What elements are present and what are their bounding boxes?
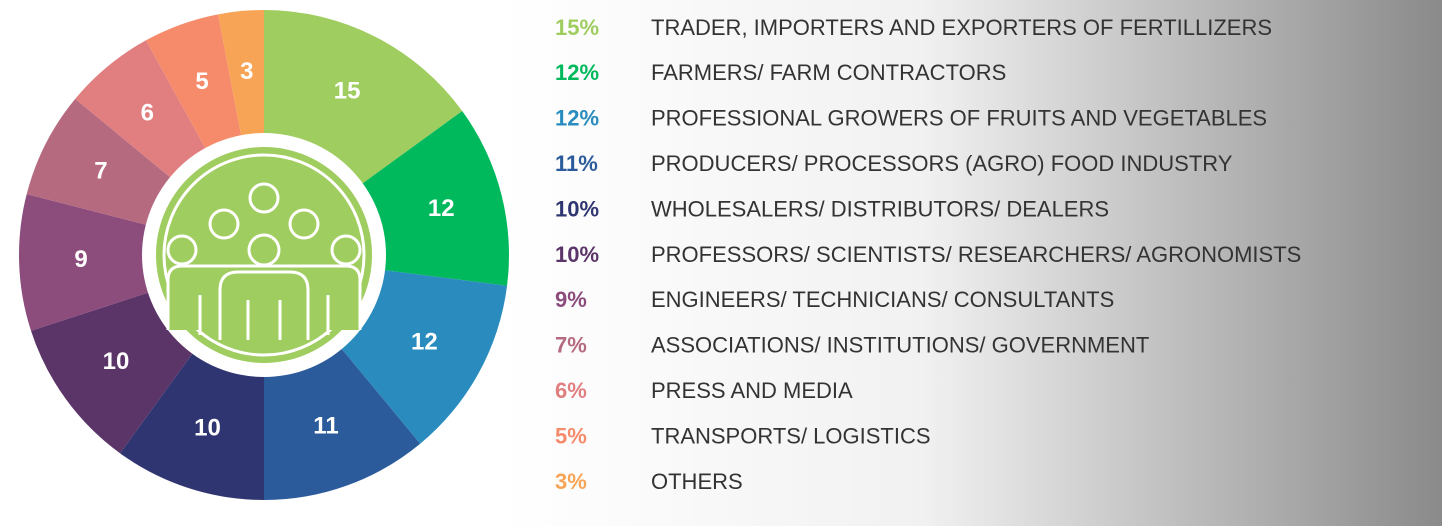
center-icon xyxy=(142,133,386,377)
slice-label: 12 xyxy=(411,329,438,356)
legend-percent: 10% xyxy=(555,196,599,221)
legend-percent: 7% xyxy=(555,333,587,358)
legend-label: FARMERS/ FARM CONTRACTORS xyxy=(651,60,1006,85)
legend-percent: 15% xyxy=(555,15,599,40)
legend-label: WHOLESALERS/ DISTRIBUTORS/ DEALERS xyxy=(651,196,1109,221)
slice-label: 9 xyxy=(74,246,87,273)
page: 15 12 12 11 10 10 9 7 6 5 3 15% TRADER, IMPORTERS A… xyxy=(0,0,1442,526)
slice-label: 6 xyxy=(141,99,154,126)
slice-label: 11 xyxy=(313,413,338,440)
legend-label: PRESS AND MEDIA xyxy=(651,378,853,403)
slice-label: 15 xyxy=(334,77,361,104)
legend-label: TRADER, IMPORTERS AND EXPORTERS OF FERTI… xyxy=(651,15,1272,40)
legend-percent: 12% xyxy=(555,106,599,131)
legend-label: PROFESSIONAL GROWERS OF FRUITS AND VEGET… xyxy=(651,106,1267,131)
slice-label: 10 xyxy=(194,414,221,441)
slice-label: 10 xyxy=(103,348,130,375)
slice-label: 5 xyxy=(195,68,208,95)
legend-percent: 6% xyxy=(555,378,587,403)
legend-label: ENGINEERS/ TECHNICIANS/ CONSULTANTS xyxy=(651,287,1114,312)
slice-label: 12 xyxy=(428,195,455,222)
chart: 15 12 12 11 10 10 9 7 6 5 3 15% TRADER, IMPORTERS A… xyxy=(0,0,1442,526)
legend-percent: 10% xyxy=(555,242,599,267)
legend-percent: 9% xyxy=(555,287,587,312)
legend-percent: 5% xyxy=(555,423,587,448)
legend-percent: 11% xyxy=(555,151,598,176)
legend-label: PRODUCERS/ PROCESSORS (AGRO) FOOD INDUST… xyxy=(651,151,1233,176)
legend-label: PROFESSORS/ SCIENTISTS/ RESEARCHERS/ AGR… xyxy=(651,242,1301,267)
legend-label: TRANSPORTS/ LOGISTICS xyxy=(651,423,931,448)
legend-label: OTHERS xyxy=(651,469,743,494)
slice-label: 7 xyxy=(94,157,107,184)
legend-percent: 12% xyxy=(555,60,599,85)
legend-percent: 3% xyxy=(555,469,587,494)
slice-label: 3 xyxy=(240,58,253,85)
legend-label: ASSOCIATIONS/ INSTITUTIONS/ GOVERNMENT xyxy=(651,333,1149,358)
